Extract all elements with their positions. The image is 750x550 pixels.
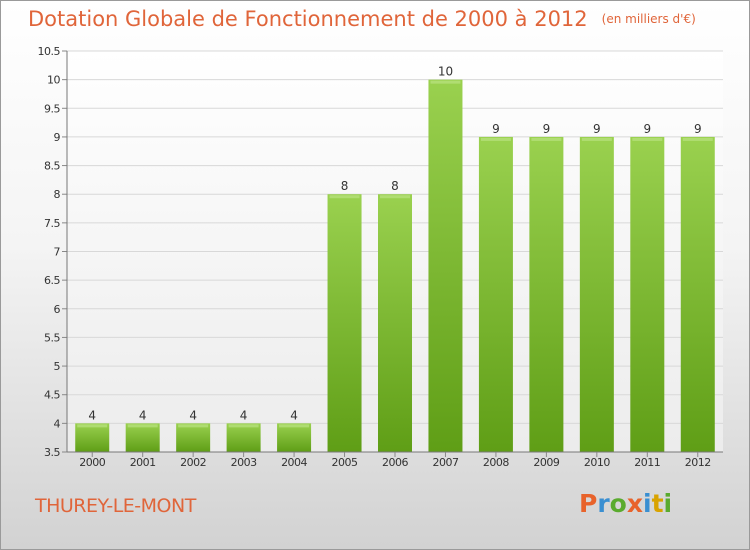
logo-letter: i (663, 489, 673, 518)
chart-title: Dotation Globale de Fonctionnement de 20… (28, 7, 696, 31)
y-tick-label: 5 (54, 360, 61, 373)
y-tick-label: 8.5 (44, 160, 60, 173)
bar-highlight (581, 137, 612, 141)
bar (529, 136, 564, 452)
bar-highlight (682, 137, 713, 141)
logo-letter: r (597, 489, 610, 518)
commune-name: THUREY-LE-MONT (35, 495, 196, 517)
y-tick-label: 7.5 (44, 217, 60, 230)
value-label: 9 (694, 122, 702, 136)
x-tick-label: 2000 (79, 456, 105, 469)
logo-letter: i (643, 489, 652, 518)
y-tick-label: 4.5 (44, 389, 60, 402)
bar-fill (529, 136, 564, 452)
y-tick-label: 8 (54, 188, 61, 201)
y-tick-label: 3.5 (44, 446, 60, 459)
bar-highlight (380, 195, 410, 199)
bar-fill (75, 423, 110, 452)
y-tick-label: 9.5 (44, 102, 60, 115)
x-tick-label: 2012 (685, 456, 711, 469)
x-tick-label: 2004 (281, 456, 307, 469)
logo-letter: x (626, 489, 643, 518)
bar-fill (579, 136, 614, 452)
bar (478, 136, 513, 452)
x-tick-label: 2011 (634, 456, 660, 469)
chart-title-text: Dotation Globale de Fonctionnement de 20… (28, 7, 588, 31)
value-label: 4 (139, 408, 147, 422)
x-tick-label: 2007 (432, 456, 458, 469)
bar-highlight (127, 424, 158, 428)
value-label: 9 (543, 122, 551, 136)
bar-highlight (632, 137, 663, 141)
value-label: 9 (643, 122, 651, 136)
x-tick-label: 2001 (130, 456, 156, 469)
bar (327, 194, 362, 452)
bar (125, 423, 160, 452)
bar (277, 423, 312, 452)
bar (428, 79, 463, 453)
x-tick-label: 2003 (231, 456, 257, 469)
value-label: 9 (492, 122, 500, 136)
bar-fill (277, 423, 312, 452)
y-tick-label: 10 (47, 74, 60, 87)
x-tick-label: 2006 (382, 456, 408, 469)
x-tick-label: 2005 (332, 456, 358, 469)
logo-letter: t (651, 489, 664, 518)
bar (579, 136, 614, 452)
bar-highlight (329, 195, 360, 199)
bar-highlight (228, 424, 259, 428)
value-label: 8 (391, 179, 399, 193)
y-tick-label: 6 (54, 303, 61, 316)
bar (630, 136, 665, 452)
bar-fill (226, 423, 261, 452)
value-label: 10 (438, 65, 453, 79)
y-tick-label: 9 (54, 131, 61, 144)
proxiti-logo[interactable]: Proxiti (579, 489, 672, 518)
bar-highlight (77, 424, 108, 428)
bar-highlight (178, 424, 209, 428)
bar-fill (327, 194, 362, 452)
bar-highlight (531, 137, 562, 141)
value-label: 8 (341, 179, 349, 193)
bar (378, 194, 412, 452)
bar-fill (125, 423, 160, 452)
y-tick-label: 6.5 (44, 274, 60, 287)
bar-fill (630, 136, 665, 452)
value-label: 4 (290, 408, 298, 422)
x-tick-label: 2002 (180, 456, 206, 469)
x-tick-label: 2010 (584, 456, 610, 469)
y-tick-label: 7 (54, 246, 61, 259)
bar (680, 136, 715, 452)
logo-letter: P (579, 489, 598, 518)
y-tick-label: 4 (54, 417, 61, 430)
bar-fill (680, 136, 715, 452)
y-tick-label: 10.5 (38, 45, 61, 58)
chart-subtitle: (en milliers d'€) (601, 12, 696, 26)
bar-fill (378, 194, 412, 452)
bar (75, 423, 110, 452)
logo-letter: o (609, 489, 627, 518)
value-label: 4 (189, 408, 197, 422)
x-tick-label: 2009 (533, 456, 559, 469)
bar-fill (176, 423, 211, 452)
y-tick-label: 5.5 (44, 331, 60, 344)
value-label: 4 (88, 408, 96, 422)
value-label: 9 (593, 122, 601, 136)
bar-highlight (430, 80, 461, 84)
bar-highlight (279, 424, 310, 428)
bar-fill (478, 136, 513, 452)
bar (226, 423, 261, 452)
bar-highlight (480, 137, 511, 141)
bar (176, 423, 211, 452)
x-tick-label: 2008 (483, 456, 509, 469)
bar-fill (428, 79, 463, 453)
value-label: 4 (240, 408, 248, 422)
